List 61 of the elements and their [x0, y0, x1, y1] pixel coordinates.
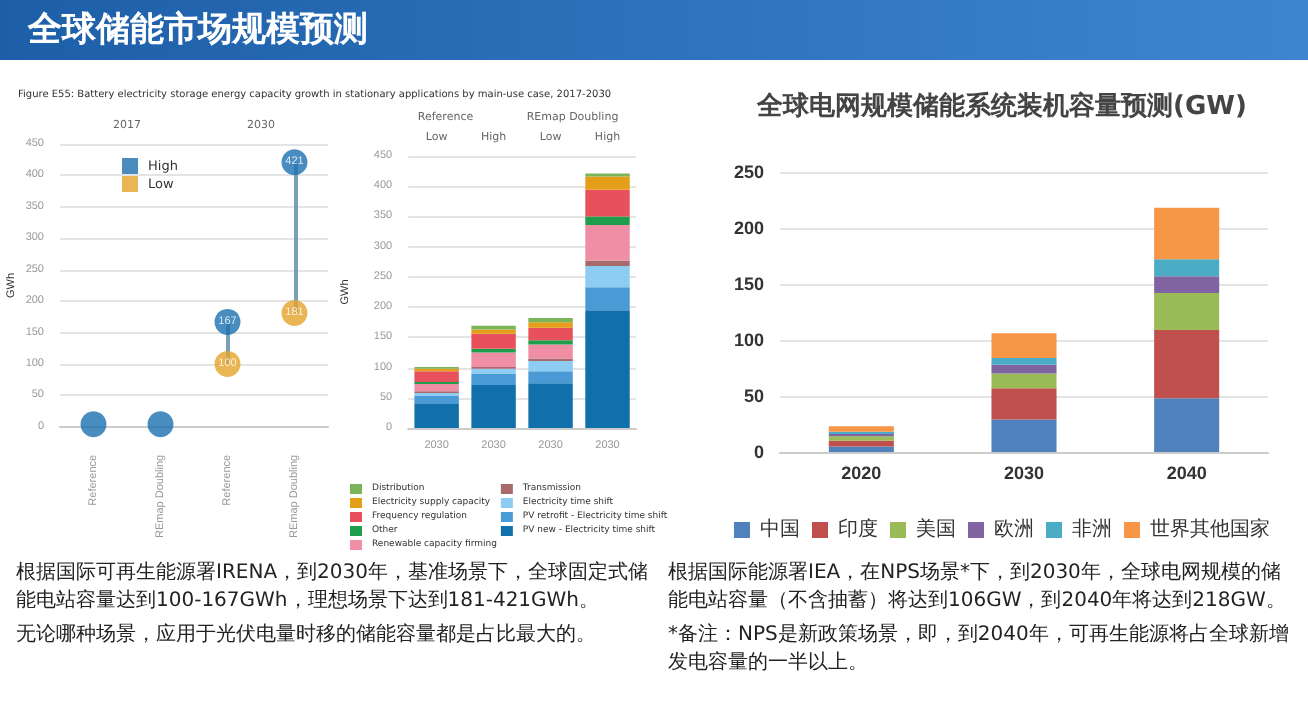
bar: [1154, 292, 1220, 330]
bar: [471, 385, 516, 428]
bar: [828, 426, 894, 432]
bar: [585, 266, 630, 288]
bar: [471, 352, 516, 367]
bar: [585, 216, 630, 225]
bar: [991, 333, 1057, 358]
y-tick-label: 200: [733, 218, 764, 238]
legend-label: 美国: [916, 517, 956, 541]
point: [80, 411, 107, 438]
bar: [585, 260, 630, 267]
bar: [1154, 207, 1220, 260]
x-tick-label: 2020: [841, 463, 882, 483]
y-tick-label: 0: [753, 442, 764, 462]
bar: [1154, 398, 1220, 452]
bar: [585, 189, 630, 217]
bar: [528, 327, 573, 341]
text: 全球储能市场规模预测: [28, 8, 370, 54]
bar: [471, 373, 516, 386]
bar: [528, 383, 573, 428]
bar: [585, 176, 630, 190]
text: 根据国际可再生能源署IRENA，到2030年，基准场景下，全球固定式储能电站容量达到100-167GWh，理想场景下达到181-421GWh。: [16, 560, 650, 616]
bar: [471, 368, 516, 374]
bar: [1154, 329, 1220, 399]
bar: [1154, 276, 1220, 293]
bar: [528, 360, 573, 372]
y-tick-label: 100: [733, 330, 764, 350]
bar: [991, 373, 1057, 389]
bar: [528, 344, 573, 359]
legend-label: 中国: [760, 517, 800, 541]
bar: [414, 383, 459, 392]
text: *备注：NPS是新政策场景，即，到2040年，可再生能源将占全球新增发电容量的一半以上。: [668, 622, 1291, 678]
text: 根据国际能源署IEA，在NPS场景*下，到2030年，全球电网规模的储能电站容量（不含抽蓄）将达到106GW，到2040年将达到218GW。: [668, 560, 1288, 616]
y-tick-label: 50: [743, 386, 764, 406]
legend-label: 世界其他国家: [1150, 517, 1270, 541]
bar: [991, 357, 1057, 365]
x-tick-label: 2040: [1166, 463, 1207, 483]
y-tick-label: 150: [733, 274, 764, 294]
y-tick-label: 250: [733, 162, 764, 182]
legend-label: 非洲: [1072, 517, 1112, 541]
bar: [585, 224, 630, 261]
bar: [528, 322, 573, 328]
bar: [1154, 259, 1220, 277]
bar: [991, 388, 1057, 420]
x-tick-label: 2030: [1003, 463, 1045, 483]
bar: [528, 371, 573, 384]
bar: [828, 446, 894, 452]
bar: [414, 403, 459, 428]
bar: [991, 419, 1057, 452]
bar: [528, 317, 573, 323]
bar: [585, 310, 630, 428]
text: 无论哪种场景，应用于光伏电量时移的储能容量都是占比最大的。: [16, 622, 598, 650]
point: [147, 411, 174, 438]
legend-label: 印度: [838, 517, 878, 541]
bar: [414, 395, 459, 404]
bar: [471, 333, 516, 349]
bar: [585, 287, 630, 311]
legend-label: 欧洲: [994, 517, 1034, 541]
bar: [991, 364, 1057, 374]
chart-title: 全球电网规模储能系统装机容量预测(GW): [755, 90, 1247, 122]
bar: [414, 371, 459, 383]
